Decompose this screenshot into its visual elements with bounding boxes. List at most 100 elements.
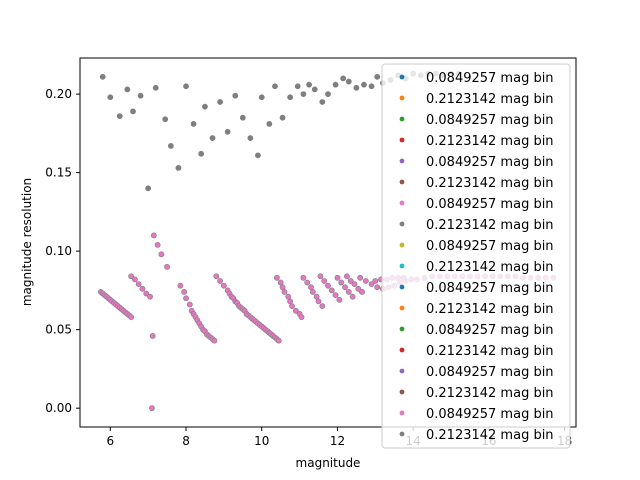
data-point: [279, 114, 286, 121]
data-point: [272, 83, 278, 90]
y-tick-label: 0.10: [45, 244, 72, 258]
data-point: [319, 303, 326, 309]
data-point: [152, 84, 159, 91]
legend-entry-label: 0.2123142 mag bin: [426, 92, 554, 107]
data-point: [355, 285, 362, 292]
legend-marker: [399, 158, 405, 164]
x-tick-label: 6: [106, 434, 114, 448]
data-point: [175, 165, 182, 171]
data-point: [321, 278, 328, 284]
data-point: [116, 113, 123, 119]
legend-marker: [399, 137, 405, 143]
y-tick-label: 0.05: [45, 323, 72, 337]
data-point: [211, 337, 218, 344]
data-point: [128, 314, 135, 320]
y-tick-label: 0.00: [45, 401, 72, 415]
data-point: [143, 290, 150, 297]
data-point: [255, 152, 261, 159]
data-point: [150, 232, 157, 239]
legend-entry-label: 0.2123142 mag bin: [426, 344, 554, 359]
legend-marker: [399, 284, 405, 290]
x-tick-label: 10: [254, 434, 269, 448]
data-point: [311, 86, 318, 93]
data-point: [181, 289, 188, 295]
legend-marker: [399, 410, 405, 416]
data-point: [353, 84, 360, 91]
legend-entry-label: 0.0849257 mag bin: [426, 365, 554, 380]
data-point: [368, 281, 375, 288]
data-point: [374, 73, 381, 80]
legend-marker: [399, 263, 405, 269]
legend-entry-label: 0.0849257 mag bin: [426, 197, 554, 212]
data-point: [361, 81, 367, 88]
legend-marker: [399, 74, 405, 80]
data-point: [294, 83, 301, 90]
data-point: [149, 405, 155, 412]
legend-marker: [399, 326, 405, 332]
data-point: [332, 292, 339, 298]
y-tick-label: 0.15: [45, 166, 72, 180]
data-point: [266, 121, 273, 127]
data-point: [309, 289, 316, 295]
data-point: [162, 116, 169, 123]
legend-marker: [399, 389, 405, 395]
data-point: [239, 114, 246, 121]
legend-marker: [399, 200, 405, 206]
data-point: [340, 75, 347, 82]
data-point: [332, 81, 339, 88]
data-point: [345, 78, 352, 85]
data-point: [139, 285, 146, 292]
data-point: [344, 273, 350, 280]
y-tick-label: 0.20: [45, 87, 72, 101]
data-point: [273, 274, 280, 281]
data-point: [183, 295, 189, 302]
data-point: [130, 108, 136, 115]
data-point: [287, 94, 294, 101]
data-point: [202, 103, 208, 110]
data-point: [275, 337, 282, 344]
legend: 0.0849257 mag bin 0.2123142 mag bin 0.0849…: [381, 63, 571, 449]
y-axis-label: magnitude resolution: [20, 178, 34, 306]
legend-entry-label: 0.2123142 mag bin: [426, 218, 554, 233]
data-point: [336, 296, 343, 303]
x-tick-label: 8: [182, 434, 190, 448]
data-point: [217, 278, 223, 284]
data-point: [289, 303, 295, 309]
data-point: [167, 143, 174, 149]
data-point: [325, 282, 331, 289]
data-point: [315, 298, 322, 305]
legend-entry-label: 0.2123142 mag bin: [426, 176, 554, 191]
data-point: [372, 278, 379, 284]
data-point: [328, 287, 335, 294]
data-point: [99, 73, 106, 80]
legend-marker: [399, 242, 405, 248]
legend-entry-label: 0.0849257 mag bin: [426, 155, 554, 170]
data-point: [158, 251, 165, 258]
data-point: [190, 121, 197, 127]
x-tick-label: 12: [330, 434, 345, 448]
data-point: [306, 81, 312, 88]
data-point: [347, 278, 354, 284]
data-point: [164, 263, 170, 270]
legend-entry-label: 0.0849257 mag bin: [426, 407, 554, 422]
data-point: [298, 314, 305, 320]
legend-marker: [399, 368, 405, 374]
legend-entry-label: 0.2123142 mag bin: [426, 302, 554, 317]
data-point: [247, 135, 254, 141]
data-point: [342, 284, 348, 291]
legend-box: [381, 63, 571, 449]
data-point: [220, 282, 227, 289]
data-point: [338, 279, 345, 286]
data-point: [147, 293, 153, 300]
data-point: [177, 282, 184, 289]
legend-marker: [399, 116, 405, 122]
legend-marker: [399, 179, 405, 185]
data-point: [149, 333, 156, 339]
legend-marker: [399, 221, 405, 227]
legend-entry-label: 0.0849257 mag bin: [426, 281, 554, 296]
data-point: [281, 289, 288, 295]
data-point: [345, 289, 352, 295]
legend-entry-label: 0.2123142 mag bin: [426, 134, 554, 149]
data-point: [357, 274, 364, 281]
legend-entry-label: 0.0849257 mag bin: [426, 71, 554, 86]
